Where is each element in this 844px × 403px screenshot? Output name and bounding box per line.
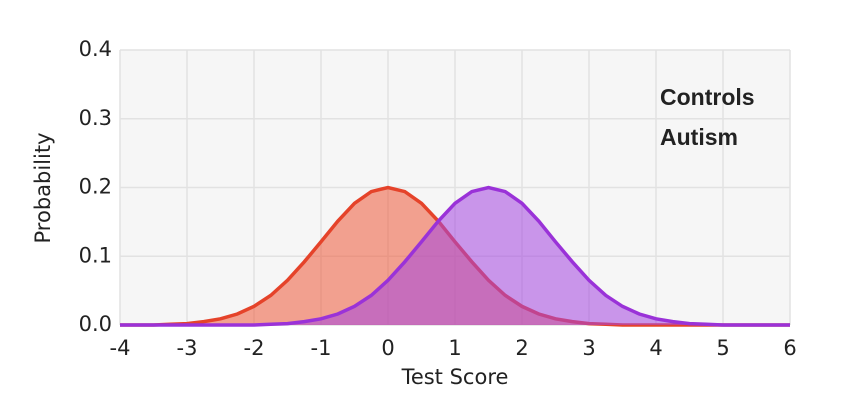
x-tick-label: 6: [783, 336, 796, 360]
y-tick-label: 0.3: [79, 106, 112, 130]
y-tick-label: 0.1: [79, 243, 112, 267]
x-tick-label: -1: [311, 336, 332, 360]
x-tick-label: 1: [448, 336, 461, 360]
area: [120, 187, 790, 325]
x-tick-label: -4: [110, 336, 131, 360]
line: [120, 185, 790, 327]
legend-entry: Autism: [660, 124, 738, 150]
x-tick-label: 2: [515, 336, 528, 360]
y-tick-label: 0.2: [79, 175, 112, 199]
y-axis-label: Probability: [31, 132, 55, 243]
x-tick-label: -3: [177, 336, 198, 360]
x-axis-label: Test Score: [401, 365, 509, 389]
legend-entry: Controls: [660, 84, 755, 110]
x-tick-label: 4: [649, 336, 662, 360]
y-tick-label: 0.0: [79, 312, 112, 336]
x-tick-label: 0: [381, 336, 394, 360]
y-tick-label: 0.4: [79, 37, 112, 61]
x-tick-label: 5: [716, 336, 729, 360]
x-tick-label: -2: [244, 336, 265, 360]
x-tick-label: 3: [582, 336, 595, 360]
